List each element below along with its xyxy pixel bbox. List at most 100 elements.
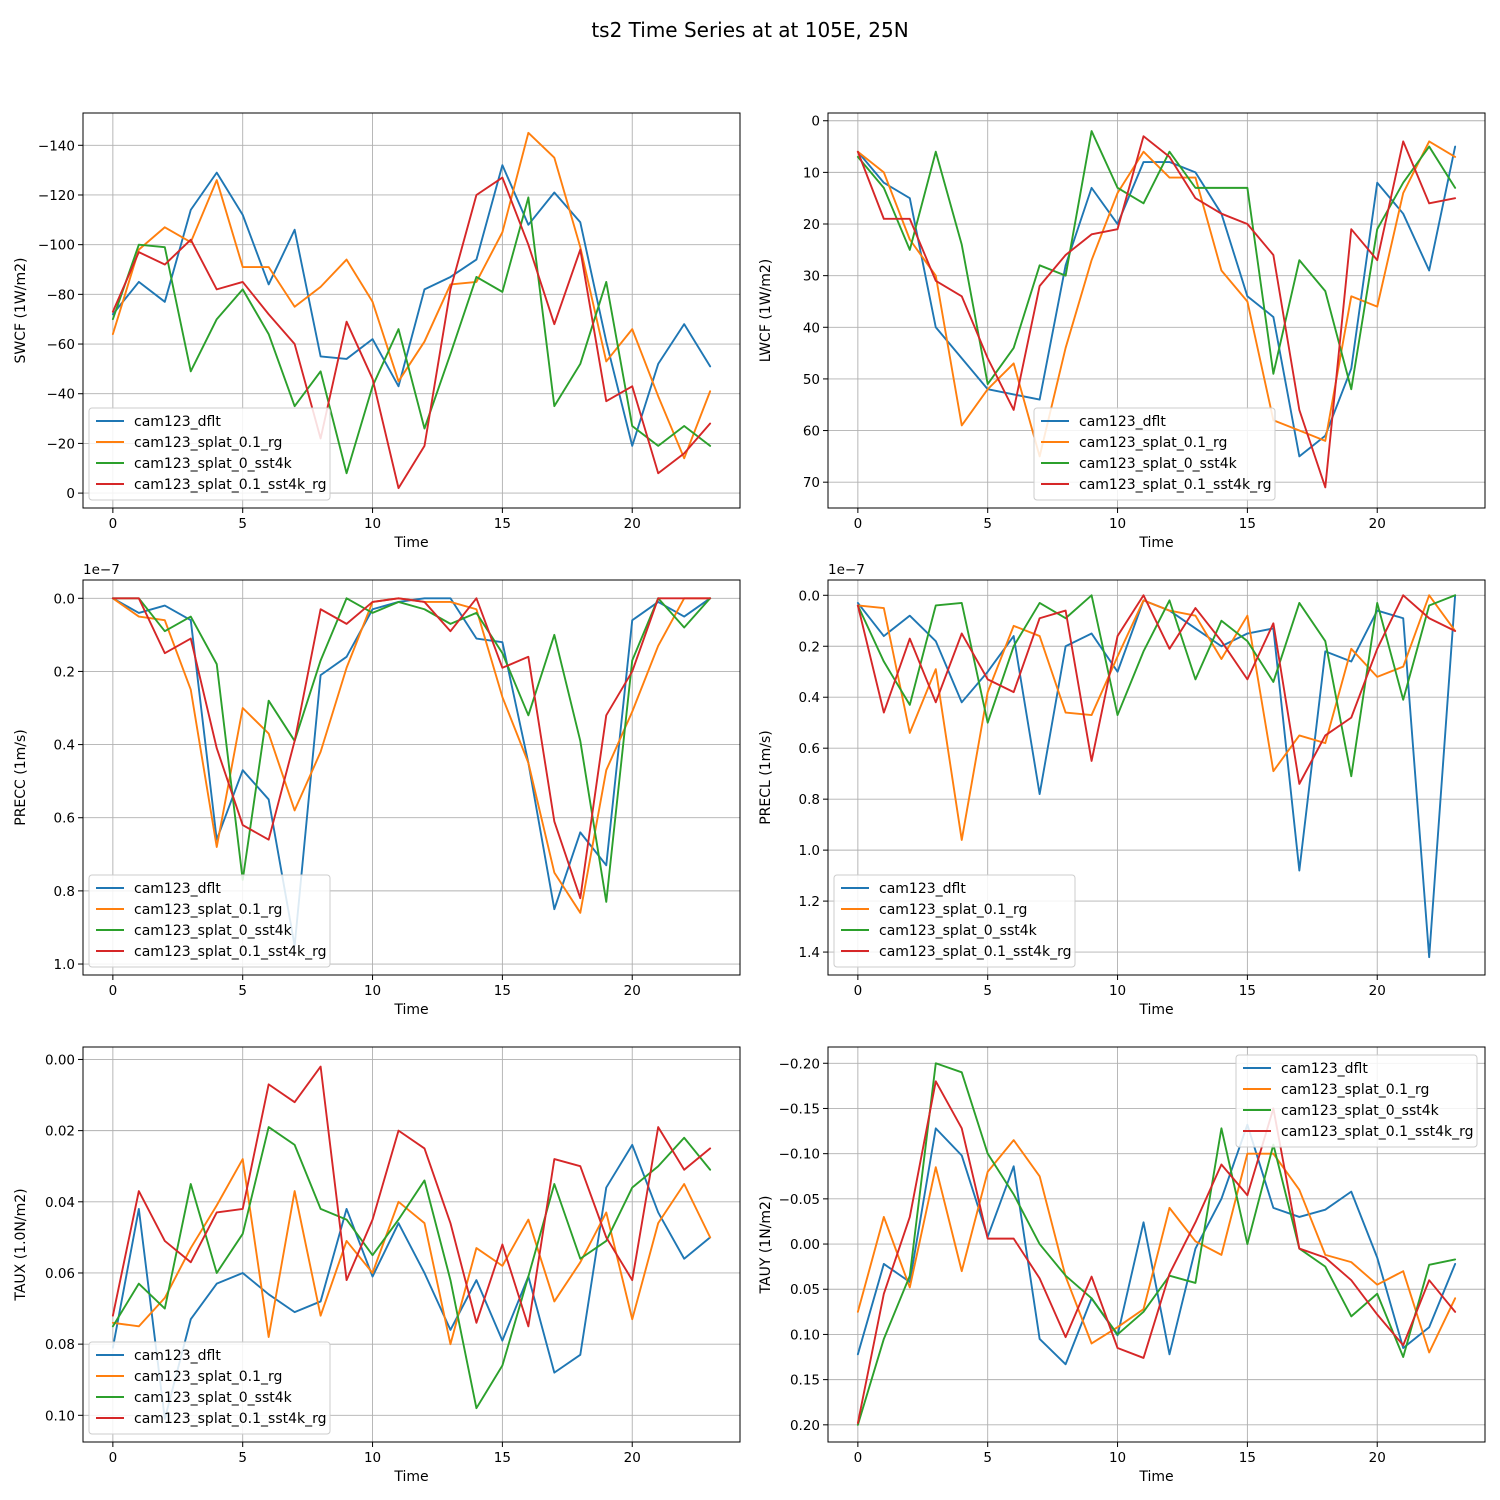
- series-line-cam123_splat_0_sst4k: [111, 597, 712, 903]
- y-axis-label: TAUX (1.0N/m2): [13, 1188, 29, 1301]
- subplot-5: 0 5 10 15 20 0.00 0.02 0.04 0.06 0.08 0.10 Time TAUX…: [13, 1046, 741, 1485]
- legend: cam123_dflt cam123_splat_0.1_rg cam123_spl…: [88, 1341, 331, 1435]
- x-axis-label: Time: [1138, 1469, 1173, 1485]
- y-tick-label: −80: [47, 287, 76, 303]
- series-line-cam123_splat_0.1_sst4k_rg: [111, 597, 712, 900]
- series-line-cam123_splat_0.1_rg: [111, 131, 712, 460]
- x-tick-label: 0: [109, 516, 118, 532]
- x-tick-label: 5: [238, 516, 247, 532]
- series-line-cam123_dflt: [111, 1143, 712, 1420]
- y-axis-label: LWCF (1W/m2): [758, 259, 774, 363]
- x-tick-label: 10: [1109, 516, 1126, 532]
- y-tick-label: 0.2: [799, 639, 820, 655]
- y-tick-label: 0.05: [790, 1282, 820, 1298]
- series-line-cam123_splat_0.1_sst4k_rg: [111, 176, 712, 490]
- y-tick-label: 0.6: [799, 741, 820, 757]
- x-tick-label: 10: [364, 983, 381, 999]
- x-tick-label: 15: [1239, 516, 1256, 532]
- y-tick-label: −100: [38, 238, 75, 254]
- x-tick-label: 20: [1369, 983, 1386, 999]
- series-line-cam123_splat_0.1_rg: [856, 140, 1457, 458]
- legend-entry: cam123_splat_0.1_sst4k_rg: [879, 944, 1072, 960]
- x-tick-label: 5: [983, 1450, 992, 1466]
- legend-box: [833, 874, 1076, 968]
- legend: cam123_dflt cam123_splat_0.1_rg cam123_spl…: [1033, 407, 1276, 501]
- legend: cam123_dflt cam123_splat_0.1_rg cam123_spl…: [1235, 1054, 1478, 1148]
- subplot-grid: 0 5 10 15 20 −140 −120 −100 −80 −60 −40 −20 0 Time SWC…: [13, 112, 1486, 1485]
- x-tick-label: 0: [109, 983, 118, 999]
- y-tick-label: −0.15: [779, 1101, 820, 1117]
- x-tick-label: 20: [624, 1450, 641, 1466]
- axes-frame: [82, 112, 741, 509]
- series-line-cam123_splat_0_sst4k: [111, 1126, 712, 1410]
- x-tick-label: 10: [364, 516, 381, 532]
- x-tick-label: 15: [494, 516, 511, 532]
- y-tick-label: −140: [38, 138, 75, 154]
- series-line-cam123_splat_0_sst4k: [856, 594, 1457, 778]
- x-tick-label: 15: [1239, 1450, 1256, 1466]
- legend-box: [88, 407, 331, 501]
- y-tick-label: 0.00: [45, 1052, 75, 1068]
- legend-entry: cam123_splat_0_sst4k: [879, 923, 1038, 939]
- x-tick-label: 5: [983, 516, 992, 532]
- x-tick-label: 20: [624, 983, 641, 999]
- x-tick-label: 20: [1369, 1450, 1386, 1466]
- x-tick-label: 0: [854, 1450, 863, 1466]
- series-line-cam123_splat_0.1_sst4k_rg: [856, 594, 1457, 785]
- subplot-2: 0 5 10 15 20 0 10 20 30 40 50 60 70 Time LWCF (1W/m2) c…: [758, 112, 1486, 551]
- y-tick-label: 1.2: [799, 894, 820, 910]
- y-tick-label: 0.4: [799, 690, 820, 706]
- y-tick-label: −0.05: [779, 1192, 820, 1208]
- y-tick-label: 0.4: [54, 738, 75, 754]
- y-tick-label: 0.02: [45, 1124, 75, 1140]
- legend-entry: cam123_dflt: [879, 881, 966, 897]
- x-tick-label: 10: [1109, 1450, 1126, 1466]
- legend-entry: cam123_splat_0_sst4k: [134, 1390, 293, 1406]
- legend-entry: cam123_splat_0.1_rg: [134, 435, 282, 451]
- y-tick-label: −120: [38, 188, 75, 204]
- x-tick-label: 10: [1109, 983, 1126, 999]
- figure-title: ts2 Time Series at at 105E, 25N: [591, 18, 908, 42]
- legend-entry: cam123_splat_0.1_rg: [879, 902, 1027, 918]
- legend-entry: cam123_splat_0_sst4k: [1079, 456, 1238, 472]
- y-tick-label: 0.06: [45, 1266, 75, 1282]
- subplot-4: 0 5 10 15 20 0.0 0.2 0.4 0.6 0.8 1.0 1.2 1.4 Time PREC…: [758, 562, 1486, 1018]
- series-line-cam123_splat_0.1_sst4k_rg: [111, 1065, 712, 1328]
- x-tick-label: 0: [854, 516, 863, 532]
- subplot-1: 0 5 10 15 20 −140 −120 −100 −80 −60 −40 −20 0 Time SWC…: [13, 112, 741, 551]
- series-line-cam123_splat_0.1_sst4k_rg: [856, 135, 1457, 489]
- legend-entry: cam123_splat_0.1_rg: [134, 1369, 282, 1385]
- x-tick-label: 15: [494, 1450, 511, 1466]
- series-line-cam123_dflt: [856, 1123, 1457, 1366]
- subplot-3: 0 5 10 15 20 0.0 0.2 0.4 0.6 0.8 1.0 Time PRECC (1m/…: [13, 562, 741, 1018]
- y-tick-label: 0.10: [790, 1327, 820, 1343]
- y-tick-label: 1.0: [799, 843, 820, 859]
- y-tick-label: 0.6: [54, 811, 75, 827]
- y-tick-label: 40: [803, 320, 820, 336]
- series-line-cam123_splat_0.1_rg: [111, 597, 712, 914]
- x-axis-label: Time: [393, 1469, 428, 1485]
- x-tick-label: 0: [854, 983, 863, 999]
- y-tick-label: 0.0: [799, 588, 820, 604]
- x-tick-label: 5: [238, 983, 247, 999]
- y-offset-text: 1e−7: [828, 562, 865, 578]
- y-tick-label: 30: [803, 269, 820, 285]
- x-axis-label: Time: [1138, 1002, 1173, 1018]
- y-tick-label: −0.20: [779, 1056, 820, 1072]
- x-tick-label: 15: [1239, 983, 1256, 999]
- legend-entry: cam123_splat_0.1_rg: [134, 902, 282, 918]
- legend-box: [1033, 407, 1276, 501]
- axes-frame: [827, 112, 1486, 509]
- series-line-cam123_dflt: [111, 164, 712, 447]
- y-tick-label: 0.20: [790, 1418, 820, 1434]
- legend: cam123_dflt cam123_splat_0.1_rg cam123_spl…: [833, 874, 1076, 968]
- x-tick-label: 20: [1369, 516, 1386, 532]
- legend-entry: cam123_splat_0.1_sst4k_rg: [134, 944, 327, 960]
- y-tick-label: −60: [47, 337, 76, 353]
- y-tick-label: 0: [811, 114, 820, 130]
- series-line-cam123_splat_0_sst4k: [856, 130, 1457, 391]
- y-tick-label: 0.0: [54, 591, 75, 607]
- y-tick-label: 10: [803, 165, 820, 181]
- y-tick-label: 0.2: [54, 664, 75, 680]
